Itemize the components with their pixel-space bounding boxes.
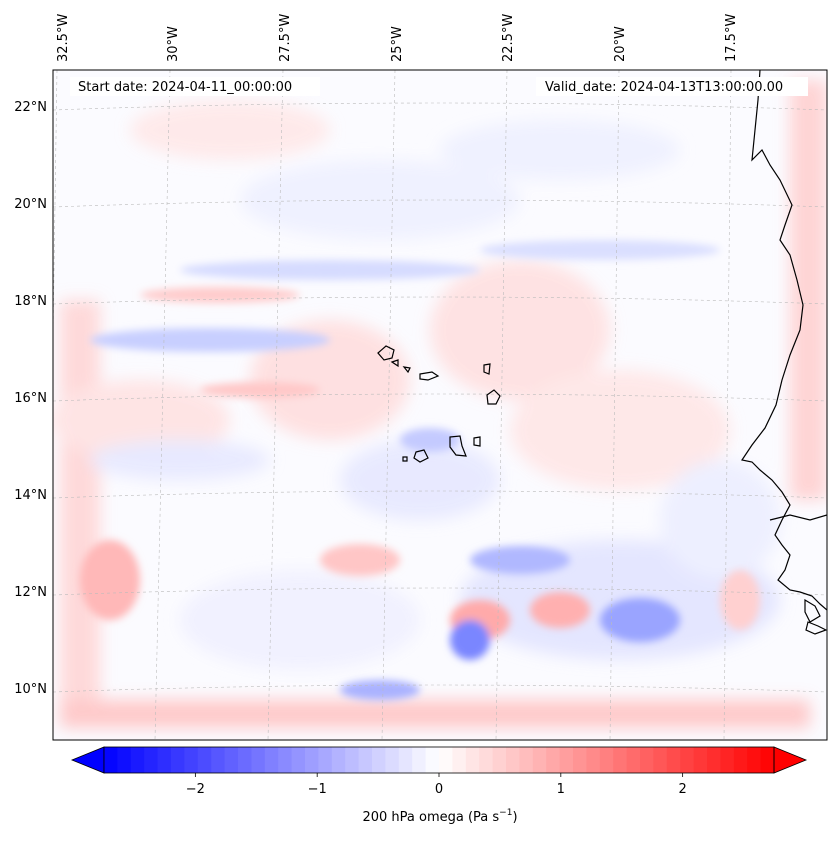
colorbar-band [626, 747, 641, 773]
colorbar-band [733, 747, 748, 773]
colorbar-band [144, 747, 159, 773]
colorbar-band [224, 747, 239, 773]
colorbar-band [707, 747, 721, 773]
valid-date-box [536, 77, 808, 96]
colorbar-band [305, 747, 319, 773]
colorbar-band [546, 747, 561, 773]
colorbar-band [211, 747, 226, 773]
colorbar-band [640, 747, 654, 773]
colorbar-band [479, 747, 494, 773]
colorbar-band [519, 747, 534, 773]
island [419, 371, 440, 381]
lon-label: 27.5°W [278, 14, 293, 62]
colorbar-band [412, 747, 427, 773]
colorbar-band [747, 747, 762, 773]
lon-label: 30°W [166, 26, 181, 62]
colorbar-band [184, 747, 199, 773]
colorbar-extend-high [773, 746, 808, 774]
colorbar-band [465, 747, 480, 773]
colorbar-band [613, 747, 628, 773]
colorbar-band [573, 747, 587, 773]
island [377, 345, 395, 361]
lon-label: 17.5°W [724, 14, 739, 62]
omega-field [53, 70, 827, 740]
colorbar-ticks: −2 −1 0 1 2 [186, 773, 687, 797]
island [402, 456, 408, 462]
colorbar-band [559, 747, 574, 773]
colorbar-band [372, 747, 386, 773]
colorbar-band [720, 747, 735, 773]
colorbar-band [425, 747, 440, 773]
colorbar-bands [104, 747, 775, 773]
longitude-labels: 32.5°W 30°W 27.5°W 25°W 22.5°W 20°W 17.5… [56, 14, 739, 62]
colorbar-band [599, 747, 614, 773]
colorbar-band [439, 747, 453, 773]
island [402, 366, 411, 374]
island [483, 363, 491, 375]
colorbar-band [506, 747, 520, 773]
lat-label: 16°N [14, 391, 47, 406]
colorbar-tick-label: 2 [678, 782, 686, 797]
colorbar-band [331, 747, 346, 773]
colorbar-band [532, 747, 547, 773]
colorbar-band [693, 747, 708, 773]
lon-label: 25°W [390, 26, 405, 62]
colorbar-band [492, 747, 507, 773]
island [413, 449, 429, 463]
colorbar-title: 200 hPa omega (Pa s−1) [362, 808, 517, 825]
lat-label: 18°N [14, 294, 47, 309]
colorbar-band [291, 747, 306, 773]
colorbar-band [653, 747, 668, 773]
graticule [53, 70, 827, 740]
lat-label: 12°N [14, 585, 47, 600]
colorbar-tick-label: −1 [308, 782, 327, 797]
island [390, 359, 399, 368]
island [449, 435, 467, 457]
colorbar-band [398, 747, 413, 773]
colorbar: −2 −1 0 1 2 200 hPa omega (Pa s−1) [70, 746, 808, 825]
africa-coast [741, 70, 827, 611]
island [486, 389, 501, 405]
colorbar-tick-label: 1 [557, 782, 565, 797]
colorbar-band [345, 747, 360, 773]
colorbar-band [238, 747, 252, 773]
colorbar-band [760, 747, 775, 773]
colorbar-tick-label: 0 [435, 782, 443, 797]
lon-label: 22.5°W [501, 14, 516, 62]
colorbar-band [264, 747, 279, 773]
colorbar-band [251, 747, 266, 773]
colorbar-band [117, 747, 132, 773]
colorbar-band [130, 747, 145, 773]
colorbar-extend-low [70, 746, 105, 774]
colorbar-band [586, 747, 601, 773]
start-date-label: Start date: 2024-04-11_00:00:00 [78, 80, 292, 95]
lon-label: 20°W [613, 26, 628, 62]
start-date-box [70, 77, 320, 96]
lat-label: 20°N [14, 197, 47, 212]
colorbar-band [680, 747, 695, 773]
lat-label: 14°N [14, 488, 47, 503]
colorbar-band [197, 747, 212, 773]
colorbar-band [666, 747, 681, 773]
colorbar-band [318, 747, 333, 773]
map-frame [52, 69, 828, 741]
colorbar-band [104, 747, 118, 773]
coastline [377, 70, 827, 635]
valid-date-label: Valid_date: 2024-04-13T13:00:00.00 [545, 80, 783, 95]
colorbar-band [157, 747, 172, 773]
lat-label: 22°N [14, 100, 47, 115]
colorbar-band [171, 747, 185, 773]
colorbar-tick-label: −2 [186, 782, 205, 797]
island [473, 436, 481, 447]
colorbar-band [278, 747, 293, 773]
latitude-labels: 22°N 20°N 18°N 16°N 14°N 12°N 10°N [14, 100, 47, 697]
lon-label: 32.5°W [56, 14, 71, 62]
colorbar-band [452, 747, 467, 773]
colorbar-band [385, 747, 400, 773]
lat-label: 10°N [14, 682, 47, 697]
colorbar-band [358, 747, 373, 773]
